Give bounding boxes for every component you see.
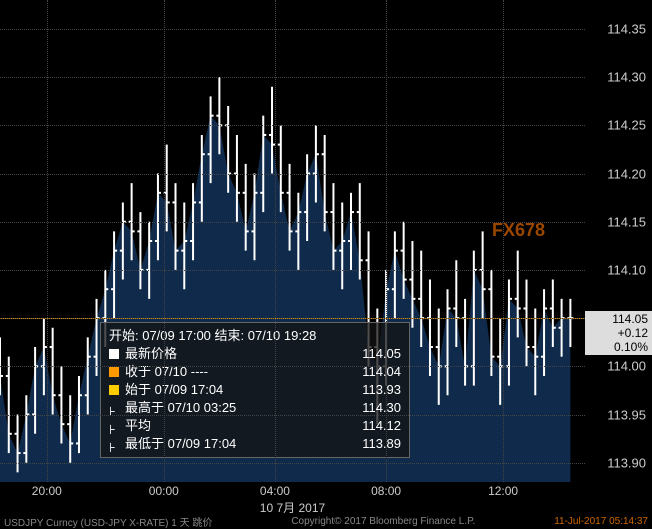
y-tick-label: 114.30: [607, 70, 646, 85]
x-tick-label: 20:00: [32, 484, 62, 498]
footer-timestamp: 11-Jul-2017 05:14:37: [554, 516, 648, 527]
price-chart: FX678 开始: 07/09 17:00 结束: 07/10 19:28 最新…: [0, 0, 585, 482]
legend-value: 113.89: [362, 435, 401, 453]
y-gridline: [0, 222, 585, 223]
legend-header-text: 开始: 07/09 17:00 结束: 07/10 19:28: [109, 327, 316, 345]
legend-row: ⊦ 最低于 07/09 17:04 113.89: [109, 435, 401, 453]
y-tick-label: 114.10: [607, 262, 646, 277]
y-gridline: [0, 125, 585, 126]
watermark: FX678: [492, 220, 545, 241]
legend-header: 开始: 07/09 17:00 结束: 07/10 19:28: [109, 327, 401, 345]
y-tick-label: 114.15: [607, 214, 646, 229]
y-gridline: [0, 270, 585, 271]
footer-copyright: Copyright© 2017 Bloomberg Finance L.P.: [212, 516, 554, 527]
y-tick-label: 114.35: [607, 21, 646, 36]
y-tick-label: 114.00: [607, 359, 646, 374]
x-gridline: [275, 0, 276, 482]
y-gridline: [0, 366, 585, 367]
x-gridline: [503, 0, 504, 482]
y-gridline: [0, 463, 585, 464]
legend-value: 114.12: [362, 417, 401, 435]
x-axis: 20:0000:0004:0008:0012:0010 7月 2017: [0, 482, 585, 512]
legend-box: 开始: 07/09 17:00 结束: 07/10 19:28 最新价格 114.…: [100, 322, 410, 458]
x-tick-label: 12:00: [488, 484, 518, 498]
x-gridline: [47, 0, 48, 482]
legend-marker: ⊦: [109, 439, 119, 449]
legend-marker: [109, 385, 119, 395]
footer-instrument: USDJPY Curncy (USD-JPY X-RATE) 1 天 跳价: [4, 514, 212, 529]
y-gridline: [0, 415, 585, 416]
legend-label: 平均: [125, 417, 151, 435]
x-tick-label: 00:00: [149, 484, 179, 498]
legend-value: 114.05: [362, 345, 401, 363]
legend-row: 最新价格 114.05: [109, 345, 401, 363]
y-gridline: [0, 174, 585, 175]
legend-marker: [109, 349, 119, 359]
legend-marker: ⊦: [109, 421, 119, 431]
y-gridline: [0, 318, 585, 319]
x-tick-label: 08:00: [371, 484, 401, 498]
footer: USDJPY Curncy (USD-JPY X-RATE) 1 天 跳价 Co…: [0, 513, 652, 529]
legend-label: 最低于 07/09 17:04: [125, 435, 236, 453]
x-tick-label: 04:00: [260, 484, 290, 498]
y-tick-label: 114.25: [607, 118, 646, 133]
legend-label: 始于 07/09 17:04: [125, 381, 223, 399]
y-tick-label: 114.20: [607, 166, 646, 181]
y-gridline: [0, 77, 585, 78]
legend-value: 113.93: [362, 381, 401, 399]
legend-marker: ⊦: [109, 403, 119, 413]
y-axis: 113.90113.95114.00114.05114.10114.15114.…: [585, 0, 652, 482]
x-gridline: [386, 0, 387, 482]
legend-marker: [109, 367, 119, 377]
last-price-tag: 0.10%: [585, 339, 652, 355]
x-gridline: [164, 0, 165, 482]
y-gridline: [0, 29, 585, 30]
y-tick-label: 113.90: [607, 455, 646, 470]
legend-label: 最新价格: [125, 345, 177, 363]
legend-row: 始于 07/09 17:04 113.93: [109, 381, 401, 399]
y-tick-label: 113.95: [607, 407, 646, 422]
legend-row: ⊦ 平均 114.12: [109, 417, 401, 435]
